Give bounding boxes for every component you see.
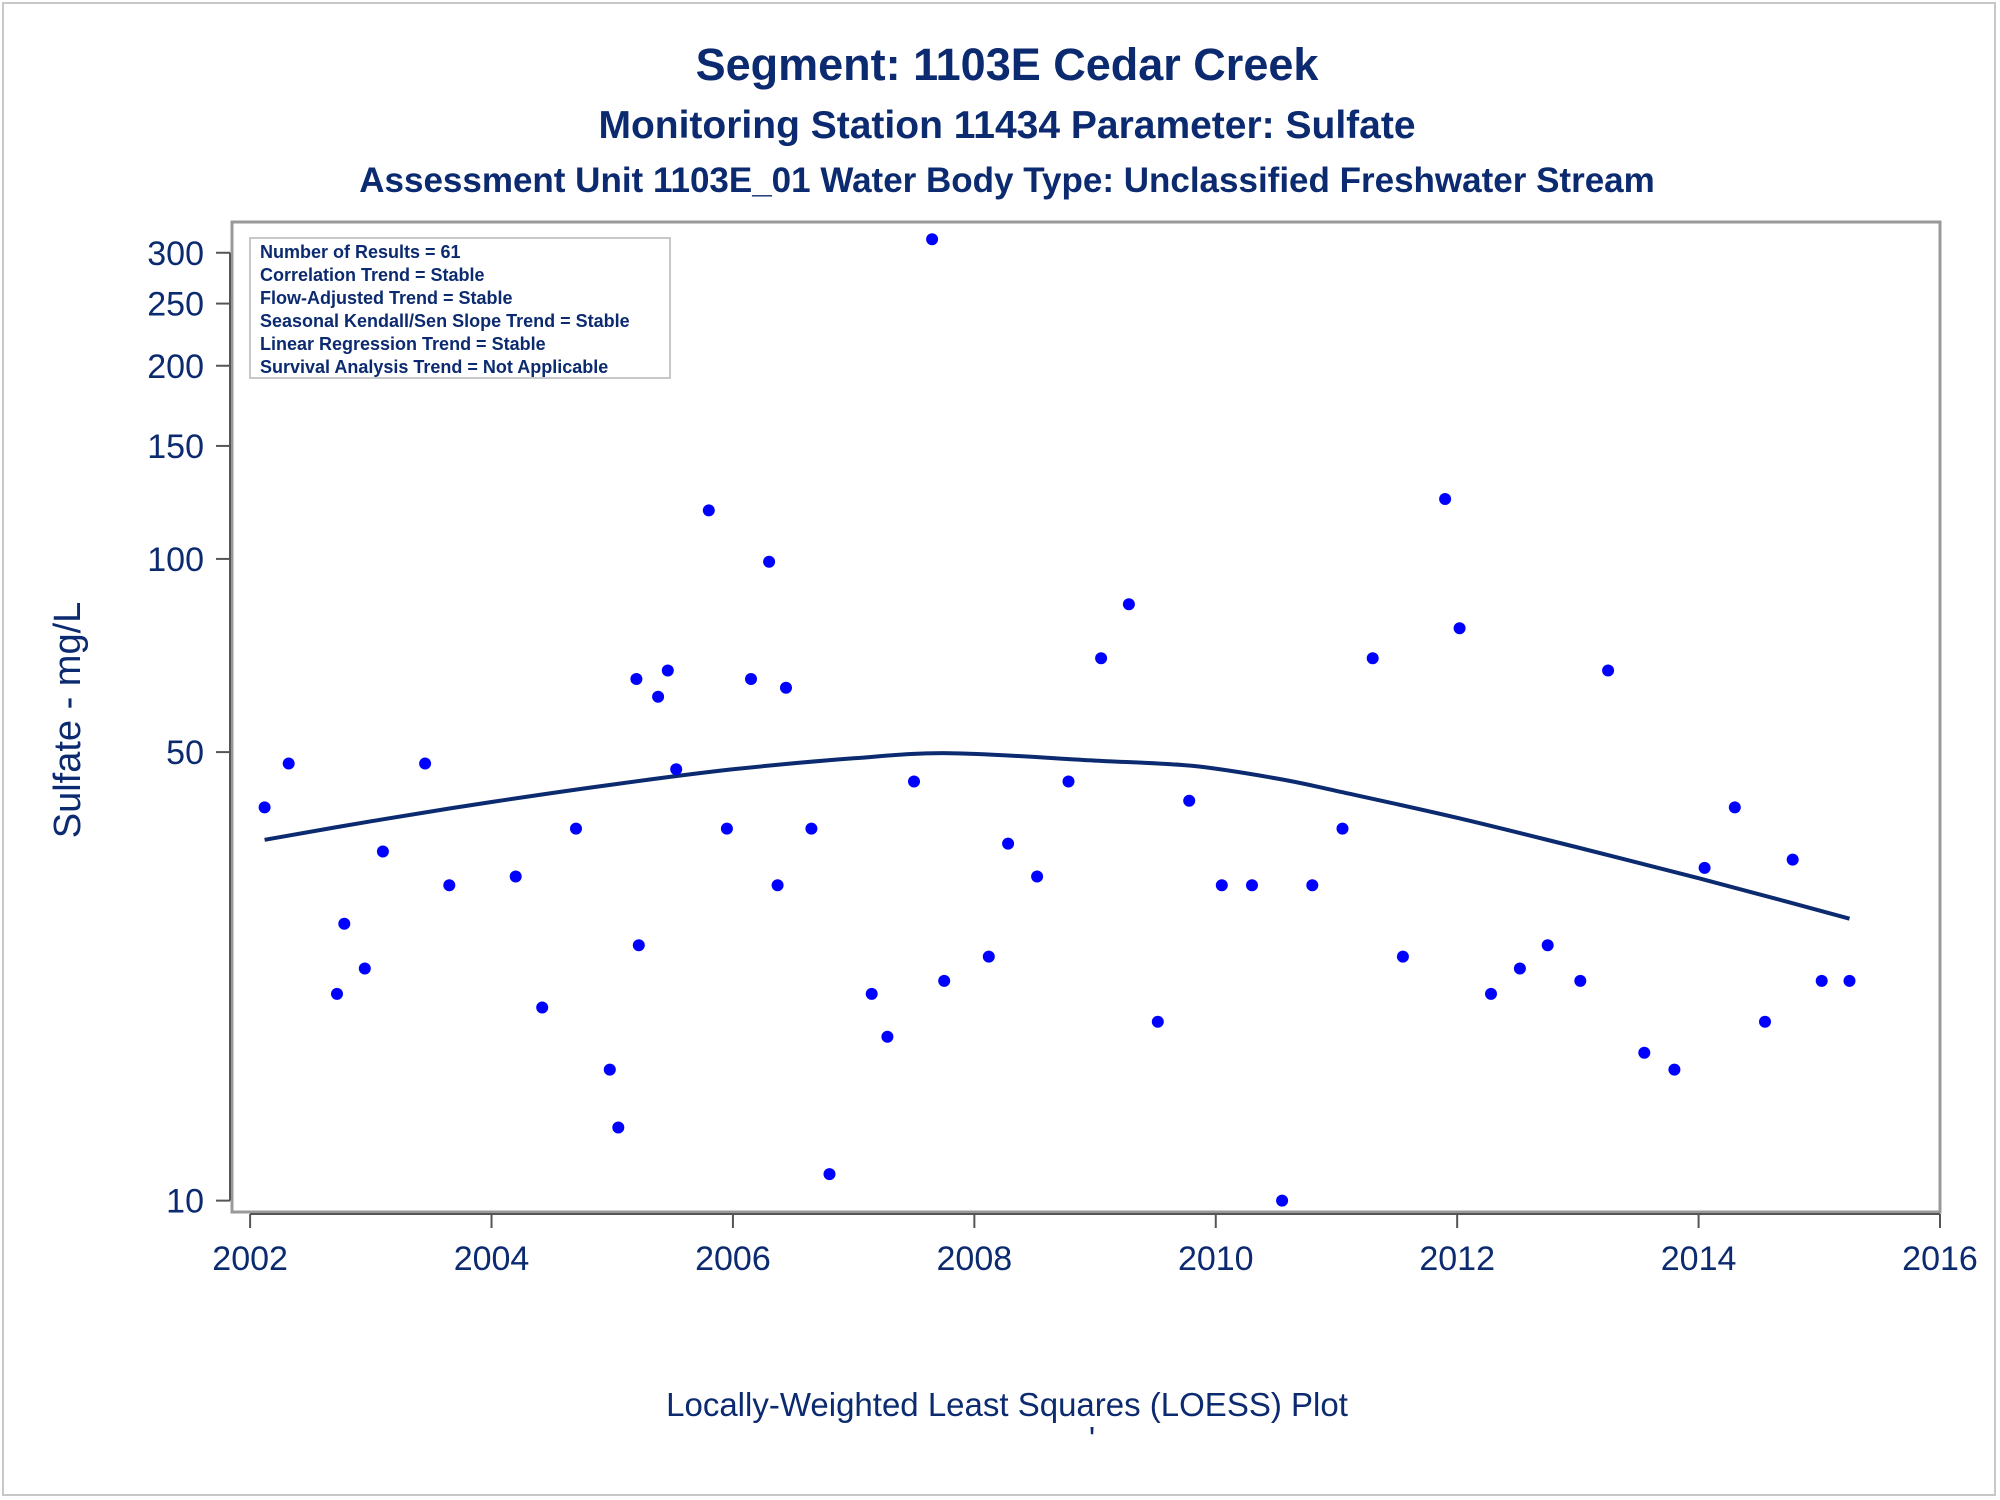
x-tick-label: 2014 bbox=[1661, 1240, 1737, 1278]
data-point bbox=[612, 1121, 625, 1134]
chart-title: Segment: 1103E Cedar Creek bbox=[696, 39, 1320, 90]
plot-area bbox=[230, 220, 1942, 1214]
data-point bbox=[823, 1168, 836, 1181]
data-point bbox=[1728, 801, 1741, 814]
data-point bbox=[1815, 974, 1828, 987]
stats-box: Number of Results = 61 Correlation Trend … bbox=[249, 237, 671, 379]
data-point bbox=[1574, 974, 1587, 987]
data-point bbox=[1031, 870, 1044, 883]
stats-line: Number of Results = 61 bbox=[260, 242, 461, 262]
data-point bbox=[982, 950, 995, 963]
data-points bbox=[258, 233, 1856, 1207]
stats-line: Seasonal Kendall/Sen Slope Trend = Stabl… bbox=[260, 311, 630, 331]
data-point bbox=[661, 664, 674, 677]
data-point bbox=[1002, 837, 1015, 850]
data-point bbox=[1453, 622, 1466, 635]
data-point bbox=[1638, 1046, 1651, 1059]
data-point bbox=[1151, 1015, 1164, 1028]
data-point bbox=[443, 879, 456, 892]
data-point bbox=[1183, 794, 1196, 807]
data-point bbox=[570, 822, 582, 835]
y-axis-label: Sulfate - mg/L bbox=[47, 602, 89, 839]
sulfate-loess-chart: Segment: 1103E Cedar Creek Monitoring St… bbox=[47, 39, 1978, 1457]
chart-subtitle-2: Assessment Unit 1103E_01 Water Body Type… bbox=[359, 161, 1655, 200]
data-point bbox=[258, 801, 271, 814]
stats-line: Correlation Trend = Stable bbox=[260, 265, 485, 285]
data-point bbox=[1541, 939, 1554, 952]
data-point bbox=[509, 870, 522, 883]
data-point bbox=[1485, 987, 1497, 1000]
data-point bbox=[926, 233, 939, 246]
data-point bbox=[338, 917, 351, 930]
footnote-loess: Locally-Weighted Least Squares (LOESS) P… bbox=[666, 1386, 1348, 1423]
x-tick-label: 2012 bbox=[1419, 1240, 1495, 1278]
data-point bbox=[670, 763, 683, 776]
x-tick-label: 2010 bbox=[1178, 1240, 1254, 1278]
data-point bbox=[652, 690, 665, 703]
data-point bbox=[1336, 822, 1349, 835]
x-axis: 2002 2004 2006 2008 2010 2012 2014 2016 bbox=[212, 1213, 1978, 1278]
chart-subtitle: Monitoring Station 11434 Parameter: Sulf… bbox=[598, 104, 1415, 147]
data-point bbox=[1215, 879, 1228, 892]
data-point bbox=[780, 681, 792, 694]
y-tick-label: 50 bbox=[166, 734, 204, 772]
data-point bbox=[1513, 962, 1526, 975]
data-point bbox=[1396, 950, 1409, 963]
y-tick-label: 200 bbox=[147, 348, 204, 386]
data-point bbox=[376, 845, 389, 858]
data-point bbox=[702, 504, 715, 517]
data-point bbox=[865, 987, 878, 1000]
data-point bbox=[1095, 652, 1108, 665]
x-tick-label: 2008 bbox=[937, 1240, 1013, 1278]
data-point bbox=[536, 1001, 549, 1014]
stats-line: Survival Analysis Trend = Not Applicable bbox=[260, 357, 608, 377]
footnote-mark: ' bbox=[1089, 1420, 1095, 1457]
data-point bbox=[908, 775, 920, 788]
x-tick-label: 2006 bbox=[695, 1240, 771, 1278]
data-point bbox=[419, 757, 432, 770]
data-point bbox=[1306, 879, 1319, 892]
x-tick-label: 2002 bbox=[212, 1240, 288, 1278]
data-point bbox=[358, 962, 371, 975]
y-tick-label: 10 bbox=[166, 1183, 204, 1221]
stats-line: Flow-Adjusted Trend = Stable bbox=[260, 288, 513, 308]
data-point bbox=[603, 1063, 616, 1076]
data-point bbox=[1276, 1194, 1289, 1207]
x-tick-label: 2016 bbox=[1902, 1240, 1978, 1278]
data-point bbox=[1698, 861, 1711, 874]
data-point bbox=[1366, 652, 1379, 665]
data-point bbox=[1439, 493, 1452, 505]
data-point bbox=[1602, 664, 1615, 677]
data-point bbox=[1122, 598, 1135, 611]
data-point bbox=[745, 673, 757, 685]
y-axis: 10 50 100 150 200 250 300 bbox=[147, 235, 231, 1221]
x-tick-label: 2004 bbox=[454, 1240, 530, 1278]
data-point bbox=[630, 673, 643, 685]
loess-curve bbox=[264, 751, 1851, 921]
data-point bbox=[1246, 879, 1258, 892]
data-point bbox=[763, 555, 776, 568]
data-point bbox=[632, 939, 645, 952]
data-point bbox=[720, 822, 733, 835]
data-point bbox=[1668, 1063, 1681, 1076]
data-point bbox=[1843, 974, 1856, 987]
data-point bbox=[881, 1030, 894, 1043]
stats-line: Linear Regression Trend = Stable bbox=[260, 334, 546, 354]
data-point bbox=[1759, 1015, 1771, 1028]
data-point bbox=[1786, 853, 1799, 866]
y-tick-label: 250 bbox=[147, 286, 204, 324]
data-point bbox=[771, 879, 784, 892]
y-tick-label: 100 bbox=[147, 541, 204, 579]
data-point bbox=[331, 987, 343, 1000]
data-point bbox=[938, 974, 951, 987]
stats-box-border bbox=[249, 237, 671, 379]
y-tick-label: 150 bbox=[147, 428, 204, 466]
data-point bbox=[282, 757, 295, 770]
y-tick-label: 300 bbox=[147, 235, 204, 273]
data-point bbox=[1062, 775, 1075, 788]
data-point bbox=[805, 822, 818, 835]
